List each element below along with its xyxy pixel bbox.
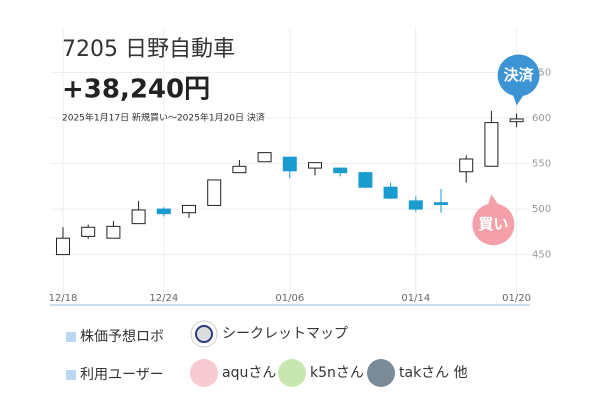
user-name: takさん 他 (399, 365, 468, 381)
candle-body (207, 179, 222, 206)
bubble-tail (487, 194, 500, 207)
bubble (472, 203, 515, 246)
plot: 450 500 550 600 650 12/18 12/24 01/06 01/14 01/20… (49, 27, 551, 304)
y-tick-label: 550 (532, 159, 551, 170)
candle-body (333, 167, 348, 174)
candle-body (282, 156, 297, 172)
candle-body (156, 208, 171, 215)
users-label: 利用ユーザー (80, 367, 164, 383)
x-tick-label: 12/18 (49, 293, 78, 304)
user-avatar (278, 359, 306, 387)
x-tick-label: 01/06 (275, 293, 304, 304)
candle-body (56, 237, 70, 256)
annotation-bubble: 決済 (497, 54, 540, 106)
bubble (497, 54, 540, 97)
chart-title: 7205 日野自動車 (62, 37, 235, 62)
user-avatar (190, 359, 218, 387)
x-tick-label: 01/20 (502, 293, 531, 304)
user-name: k5nさん (310, 365, 364, 381)
annotation-bubble: 買い (472, 194, 515, 246)
y-tick-label: 500 (532, 204, 551, 215)
candle-body (131, 209, 146, 225)
x-tick-label: 12/24 (149, 293, 178, 304)
bullet (66, 370, 76, 380)
subtitle: 2025年1月17日 新規買い～2025年1月20日 決済 (62, 112, 265, 124)
candle-body (81, 226, 96, 237)
bullet (66, 332, 76, 342)
bubble-label: 決済 (504, 66, 535, 84)
robot-label: 株価予想ロボ (80, 329, 164, 345)
profit: +38,240円 (62, 75, 210, 105)
robot-icon-inner (195, 325, 213, 343)
candle-body (509, 118, 524, 123)
robot-name: シークレットマップ (222, 326, 348, 342)
candle-body (358, 172, 373, 188)
user-avatar (367, 359, 395, 387)
candle-body (484, 122, 499, 167)
candle-body (408, 200, 423, 210)
bubble-tail (512, 93, 525, 106)
candle-body (232, 165, 247, 174)
candle-body (257, 152, 272, 163)
x-tick-label: 01/14 (401, 293, 430, 304)
y-tick-label: 650 (532, 68, 551, 79)
bubble-label: 買い (478, 215, 508, 233)
user-name: aquさん (222, 365, 276, 381)
candle-body (182, 204, 196, 214)
candle-body (106, 225, 121, 239)
candle-body (434, 202, 448, 206)
candle-body (459, 158, 474, 173)
candle-body (383, 186, 398, 199)
candle-body (308, 162, 322, 169)
y-tick-label: 600 (532, 113, 551, 124)
y-tick-label: 450 (532, 250, 551, 261)
